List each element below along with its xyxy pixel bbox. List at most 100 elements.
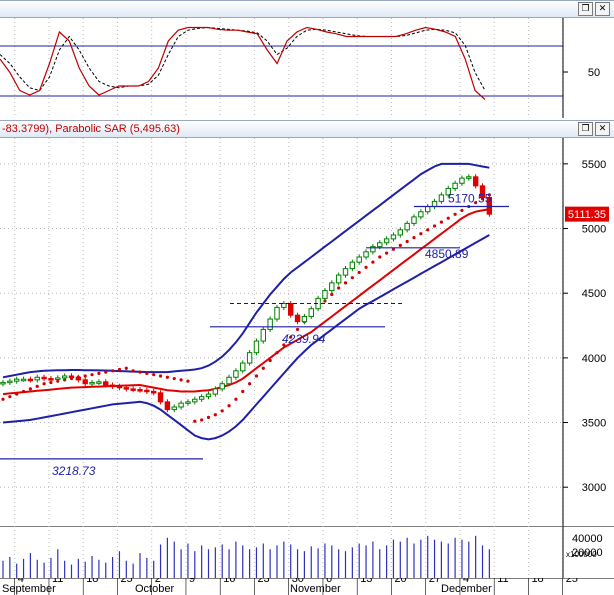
candle-body [157, 392, 164, 403]
x-tick-label: 25 [566, 578, 578, 585]
price-tick-label: 4500 [582, 288, 606, 300]
candle-body [281, 303, 287, 308]
candle-body [260, 328, 267, 342]
candle-body [164, 401, 171, 411]
volume-multiplier: x100000 [566, 550, 597, 559]
candle-body [109, 384, 116, 388]
candle-body [14, 378, 20, 382]
moving-average-line [2, 208, 490, 396]
price-tick-label: 3000 [582, 482, 606, 494]
x-tick-label: 18 [86, 578, 98, 585]
sar-dot [419, 232, 423, 236]
candle-body [130, 388, 136, 391]
x-tick-label: 4 [463, 578, 469, 585]
sar-dot [343, 281, 348, 285]
volume-tick-20000: 20000 [572, 547, 603, 559]
close-button[interactable]: ✕ [595, 122, 610, 136]
candle-body [404, 222, 410, 231]
sar-dot [261, 366, 265, 370]
candle-body [288, 303, 294, 316]
price-pane: 5170.55 4850.89 4239.94 3218.73 5500 5000 450… [0, 138, 614, 526]
candle-body [418, 211, 424, 218]
level-label: 3218.73 [52, 464, 96, 478]
sar-dot [131, 369, 135, 373]
x-tick-label: 6 [326, 578, 332, 585]
candle-body [89, 381, 95, 385]
x-month-label: November [290, 583, 341, 595]
candle-body [466, 176, 472, 179]
candle-body [20, 378, 27, 382]
sar-dot [49, 380, 53, 385]
candle-body [308, 308, 314, 317]
sar-dot [289, 335, 293, 339]
candle-body [294, 314, 301, 323]
candle-body [55, 377, 61, 380]
sar-dot [220, 409, 224, 413]
candle-body [390, 234, 397, 240]
sar-dot [145, 371, 149, 375]
restore-button[interactable]: ❐ [578, 122, 593, 136]
sar-dot [158, 374, 163, 378]
sar-dot [398, 243, 402, 247]
sar-dot [97, 371, 101, 375]
x-tick-label: 11 [52, 578, 63, 585]
sar-dot [172, 376, 176, 381]
study-label: -83.3799), Parabolic SAR (5,495.63) [2, 123, 180, 135]
sar-dot [8, 395, 12, 399]
candle-body [486, 196, 493, 215]
candle-body [363, 251, 369, 258]
candle-body [82, 379, 88, 385]
x-tick-label: 25 [120, 578, 132, 585]
sar-dot [426, 228, 430, 232]
bollinger-lower-line [2, 234, 490, 441]
x-month-label: October [135, 583, 174, 595]
price-tick-label: 5500 [582, 159, 606, 171]
x-tick-label: 18 [531, 578, 543, 585]
sar-dot [186, 379, 190, 383]
sar-dot [385, 251, 389, 255]
sar-dot [412, 235, 416, 240]
level-label: 4239.94 [282, 332, 326, 346]
candle-body [267, 318, 273, 330]
candle-body [425, 206, 431, 213]
candle-body [233, 370, 239, 378]
candle-body [68, 375, 75, 378]
candle-body [178, 402, 184, 408]
price-tick-label: 4000 [582, 353, 606, 365]
sar-dot [15, 392, 19, 396]
sar-dot [371, 260, 375, 264]
sar-dot [138, 370, 142, 374]
candle-body [116, 385, 123, 389]
restore-button[interactable]: ❐ [578, 2, 593, 16]
sar-dot [206, 415, 211, 419]
x-tick-label: 4 [18, 578, 24, 585]
stochastic-pane: 50 [0, 18, 614, 118]
sar-dot [337, 286, 341, 290]
last-price-badge [565, 206, 609, 222]
sar-dot [111, 369, 115, 373]
sar-dot [364, 265, 368, 269]
x-axis: 4 11 18 25 2 9 16 23 30 6 13 20 27 4 11 18 25 September O… [0, 578, 614, 595]
x-month-label: December [441, 583, 492, 595]
candle-body [96, 381, 102, 384]
close-button[interactable]: ✕ [595, 2, 610, 16]
candle-body [301, 315, 308, 323]
sar-dot [234, 397, 238, 401]
sar-dot [200, 418, 204, 422]
candle-body [48, 378, 54, 381]
candle-body [0, 381, 6, 385]
x-tick-label: 9 [189, 578, 195, 585]
candle-body [219, 383, 225, 390]
sar-dot [453, 212, 457, 216]
sar-dot [295, 327, 300, 332]
level-label: 5170.55 [448, 191, 492, 205]
sar-dot [227, 404, 231, 408]
candle-body [171, 406, 177, 411]
sar-dot [21, 389, 26, 394]
candle-body [151, 390, 157, 394]
candle-body [253, 340, 260, 354]
sar-dot [357, 270, 361, 275]
x-tick-label: 20 [394, 578, 406, 585]
sar-dot [165, 375, 169, 379]
candle-body [370, 246, 376, 253]
